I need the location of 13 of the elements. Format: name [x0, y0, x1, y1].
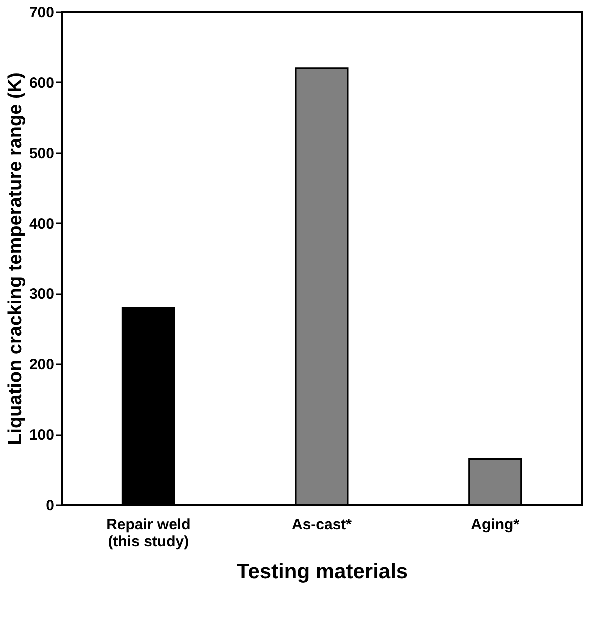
y-tick-label: 400 — [29, 216, 54, 233]
x-axis-title: Testing materials — [236, 560, 408, 584]
y-tick-label: 200 — [29, 356, 54, 374]
x-tick-label: As-cast* — [292, 516, 352, 534]
y-tick-label: 0 — [46, 498, 54, 514]
y-tick-label: 100 — [29, 427, 54, 444]
y-tick-label: 700 — [29, 4, 54, 22]
x-tick-label: Repair weld (this study) — [106, 516, 191, 550]
x-tick-label: Aging* — [471, 516, 520, 534]
y-tick-label: 500 — [29, 145, 54, 162]
y-tick-label: 300 — [29, 286, 54, 304]
y-tick-label: 600 — [29, 74, 54, 92]
y-axis-title: Liquation cracking temperature range (K) — [5, 72, 26, 446]
